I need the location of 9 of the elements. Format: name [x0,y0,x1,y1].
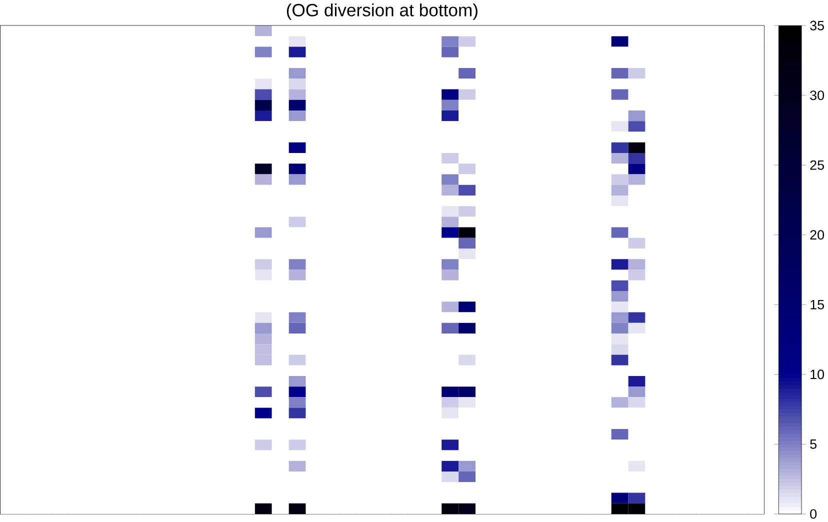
color-bar-label: 15 [810,300,824,310]
color-bar-label: 35 [810,20,824,30]
color-bar-label: 5 [810,439,817,449]
color-bar-label: 25 [810,160,824,170]
color-bar-label: 0 [810,509,817,519]
color-bar-label: 20 [810,230,824,240]
color-bar-label: 10 [810,370,824,380]
color-bar-label: 30 [810,90,824,100]
chart-title: (OG diversion at bottom) [286,3,478,20]
